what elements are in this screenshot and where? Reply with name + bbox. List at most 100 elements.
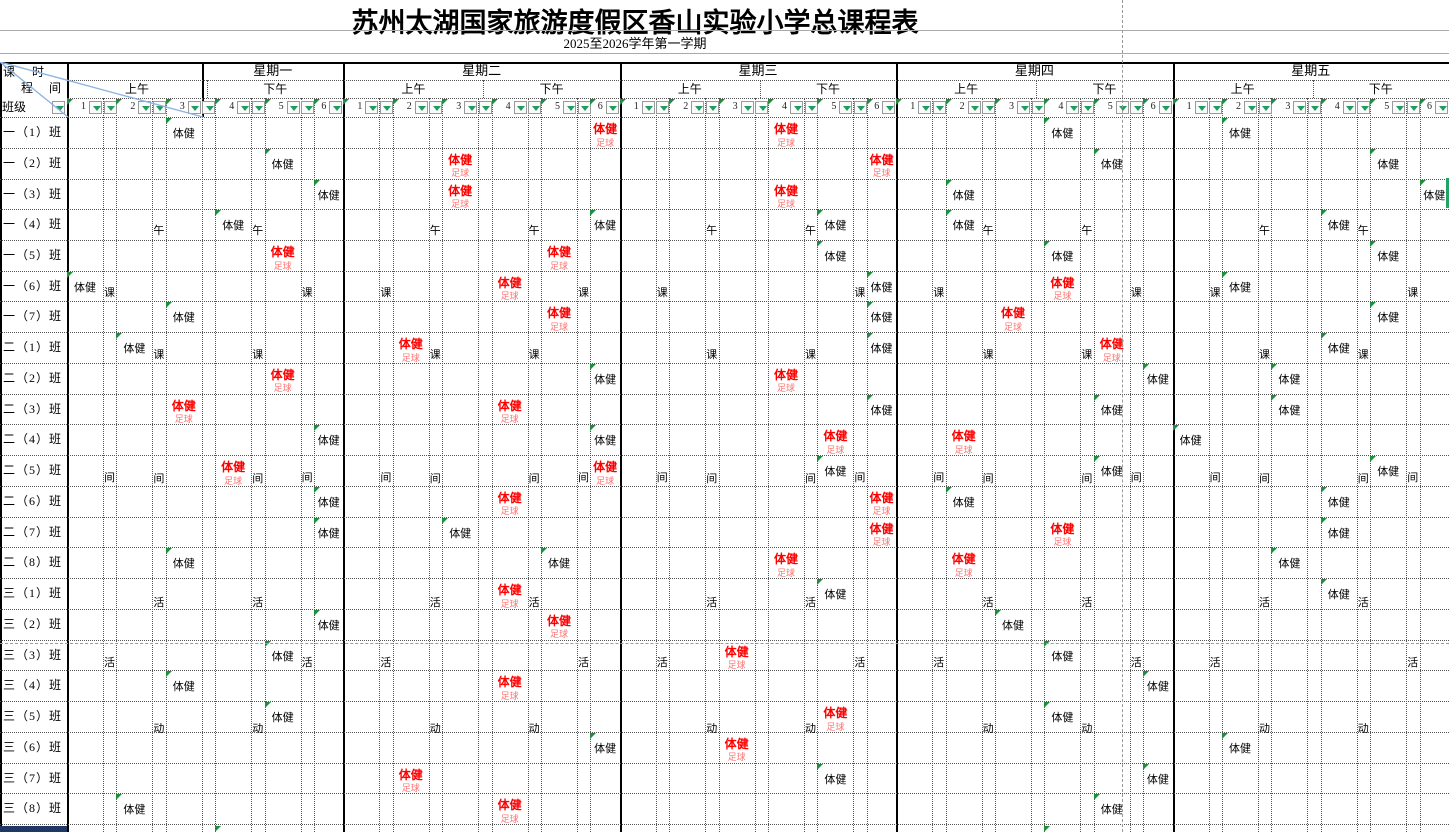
pe-cell[interactable]: 体健 — [824, 589, 847, 602]
pe-cell[interactable]: 体健 — [1278, 558, 1301, 571]
pe-football-cell[interactable]: 体健 — [497, 675, 522, 690]
pe-cell[interactable]: 体健 — [172, 128, 195, 140]
period-filter-button[interactable] — [89, 101, 102, 114]
day-header-1[interactable]: 星期一 — [253, 63, 293, 78]
pe-cell[interactable]: 体健 — [1002, 619, 1024, 632]
class-row-label[interactable]: 二（3）班 — [3, 401, 63, 416]
period-filter-button[interactable] — [187, 101, 201, 114]
pe-cell[interactable]: 体健 — [271, 650, 294, 663]
pe-football-cell[interactable]: 体健 — [951, 552, 976, 567]
class-row-label[interactable]: 三（8）班 — [3, 801, 63, 816]
pe-football-cell[interactable]: 体健 — [823, 429, 848, 444]
pe-football-cell[interactable]: 体健 — [448, 152, 473, 167]
pe-cell[interactable]: 体健 — [1146, 373, 1169, 386]
pe-cell[interactable]: 体健 — [1229, 128, 1251, 140]
pe-cell[interactable]: 体健 — [172, 681, 195, 694]
break-column-filter-button[interactable] — [429, 101, 443, 114]
pe-football-cell[interactable]: 体健 — [724, 736, 749, 751]
pe-cell[interactable]: 体健 — [1051, 712, 1074, 725]
pe-cell[interactable]: 体健 — [74, 281, 96, 294]
pe-football-cell[interactable]: 体健 — [773, 122, 798, 136]
pe-football-cell[interactable]: 体健 — [593, 122, 618, 136]
pe-football-cell[interactable]: 体健 — [398, 767, 423, 782]
class-row-label[interactable]: 二（7）班 — [3, 524, 63, 539]
pe-football-cell[interactable]: 体健 — [593, 460, 618, 475]
pe-cell[interactable]: 体健 — [317, 527, 340, 540]
class-row-label[interactable]: 二（4）班 — [3, 432, 63, 447]
pe-cell[interactable]: 体健 — [824, 251, 847, 263]
period-filter-button[interactable] — [740, 101, 754, 114]
class-row-label[interactable]: 三（7）班 — [3, 770, 63, 785]
pe-cell[interactable]: 体健 — [172, 312, 195, 325]
period-filter-button[interactable] — [641, 101, 655, 114]
pe-cell[interactable]: 体健 — [1100, 804, 1123, 817]
period-filter-button[interactable] — [1158, 101, 1172, 114]
period-filter-button[interactable] — [1244, 101, 1257, 114]
pe-cell[interactable]: 体健 — [1146, 773, 1169, 786]
pe-cell[interactable]: 体健 — [1278, 404, 1301, 417]
pe-cell[interactable]: 体健 — [1051, 650, 1074, 663]
period-filter-button[interactable] — [918, 101, 932, 114]
pe-football-cell[interactable]: 体健 — [869, 152, 894, 167]
period-filter-button[interactable] — [464, 101, 478, 114]
pm-label[interactable]: 下午 — [539, 82, 564, 96]
pe-cell[interactable]: 体健 — [1229, 742, 1251, 755]
break-column-filter-button[interactable] — [1130, 101, 1144, 114]
pe-cell[interactable]: 体健 — [1327, 527, 1350, 540]
pe-cell[interactable]: 体健 — [870, 404, 893, 417]
pm-label[interactable]: 下午 — [1092, 82, 1117, 96]
pe-football-cell[interactable]: 体健 — [497, 275, 522, 290]
pe-football-cell[interactable]: 体健 — [773, 183, 798, 198]
class-row-label[interactable]: 二（1）班 — [3, 340, 63, 355]
pe-cell[interactable]: 体健 — [123, 804, 146, 817]
break-column-filter-button[interactable] — [932, 101, 946, 114]
pe-cell[interactable]: 体健 — [870, 343, 893, 356]
pe-football-cell[interactable]: 体健 — [1050, 275, 1075, 290]
pe-cell[interactable]: 体健 — [1377, 251, 1400, 263]
pe-football-cell[interactable]: 体健 — [773, 552, 798, 567]
break-column-filter-button[interactable] — [577, 101, 591, 114]
pe-cell[interactable]: 体健 — [271, 712, 294, 725]
am-label[interactable]: 上午 — [401, 82, 426, 96]
class-row-label[interactable]: 一（1）班 — [3, 125, 63, 139]
pm-label[interactable]: 下午 — [1368, 82, 1393, 96]
break-column-filter-button[interactable] — [103, 101, 117, 114]
break-column-filter-button[interactable] — [1080, 101, 1094, 114]
break-column-filter-button[interactable] — [982, 101, 996, 114]
pe-football-cell[interactable]: 体健 — [497, 490, 522, 505]
pe-football-cell[interactable]: 体健 — [823, 706, 848, 721]
period-filter-button[interactable] — [691, 101, 705, 114]
break-column-filter-button[interactable] — [656, 101, 670, 114]
pe-cell[interactable]: 体健 — [317, 619, 340, 632]
pe-football-cell[interactable]: 体健 — [546, 613, 571, 628]
pe-football-cell[interactable]: 体健 — [724, 644, 749, 659]
period-filter-button[interactable] — [882, 101, 896, 114]
class-row-label[interactable]: 三（4）班 — [3, 678, 63, 693]
pe-cell[interactable]: 体健 — [824, 773, 847, 786]
pe-cell[interactable]: 体健 — [1179, 435, 1202, 448]
pe-cell[interactable]: 体健 — [594, 742, 617, 755]
class-row-label[interactable]: 三（3）班 — [3, 647, 63, 662]
class-row-label[interactable]: 一（6）班 — [3, 278, 63, 293]
pe-football-cell[interactable]: 体健 — [171, 398, 196, 413]
pe-cell[interactable]: 体健 — [1327, 496, 1350, 509]
class-row-label[interactable]: 一（3）班 — [3, 186, 63, 201]
pe-cell[interactable]: 体健 — [172, 558, 195, 571]
pe-cell[interactable]: 体健 — [1051, 128, 1074, 140]
break-column-filter-button[interactable] — [379, 101, 393, 114]
pe-cell[interactable]: 体健 — [952, 189, 975, 202]
am-label[interactable]: 上午 — [677, 82, 702, 96]
pe-cell[interactable]: 体健 — [449, 527, 472, 540]
class-column-filter-button[interactable] — [52, 101, 65, 114]
pe-cell[interactable]: 体健 — [548, 558, 570, 571]
period-filter-button[interactable] — [1392, 101, 1406, 114]
pe-football-cell[interactable]: 体健 — [1099, 337, 1124, 352]
pe-cell[interactable]: 体健 — [1051, 251, 1074, 263]
class-row-label[interactable]: 三（1）班 — [3, 586, 63, 601]
day-header-2[interactable]: 星期二 — [462, 63, 502, 78]
period-filter-button[interactable] — [1066, 101, 1080, 114]
break-column-filter-button[interactable] — [1357, 101, 1371, 114]
break-column-filter-button[interactable] — [301, 101, 315, 114]
pe-football-cell[interactable]: 体健 — [221, 460, 246, 475]
pe-cell[interactable]: 体健 — [1327, 343, 1350, 356]
